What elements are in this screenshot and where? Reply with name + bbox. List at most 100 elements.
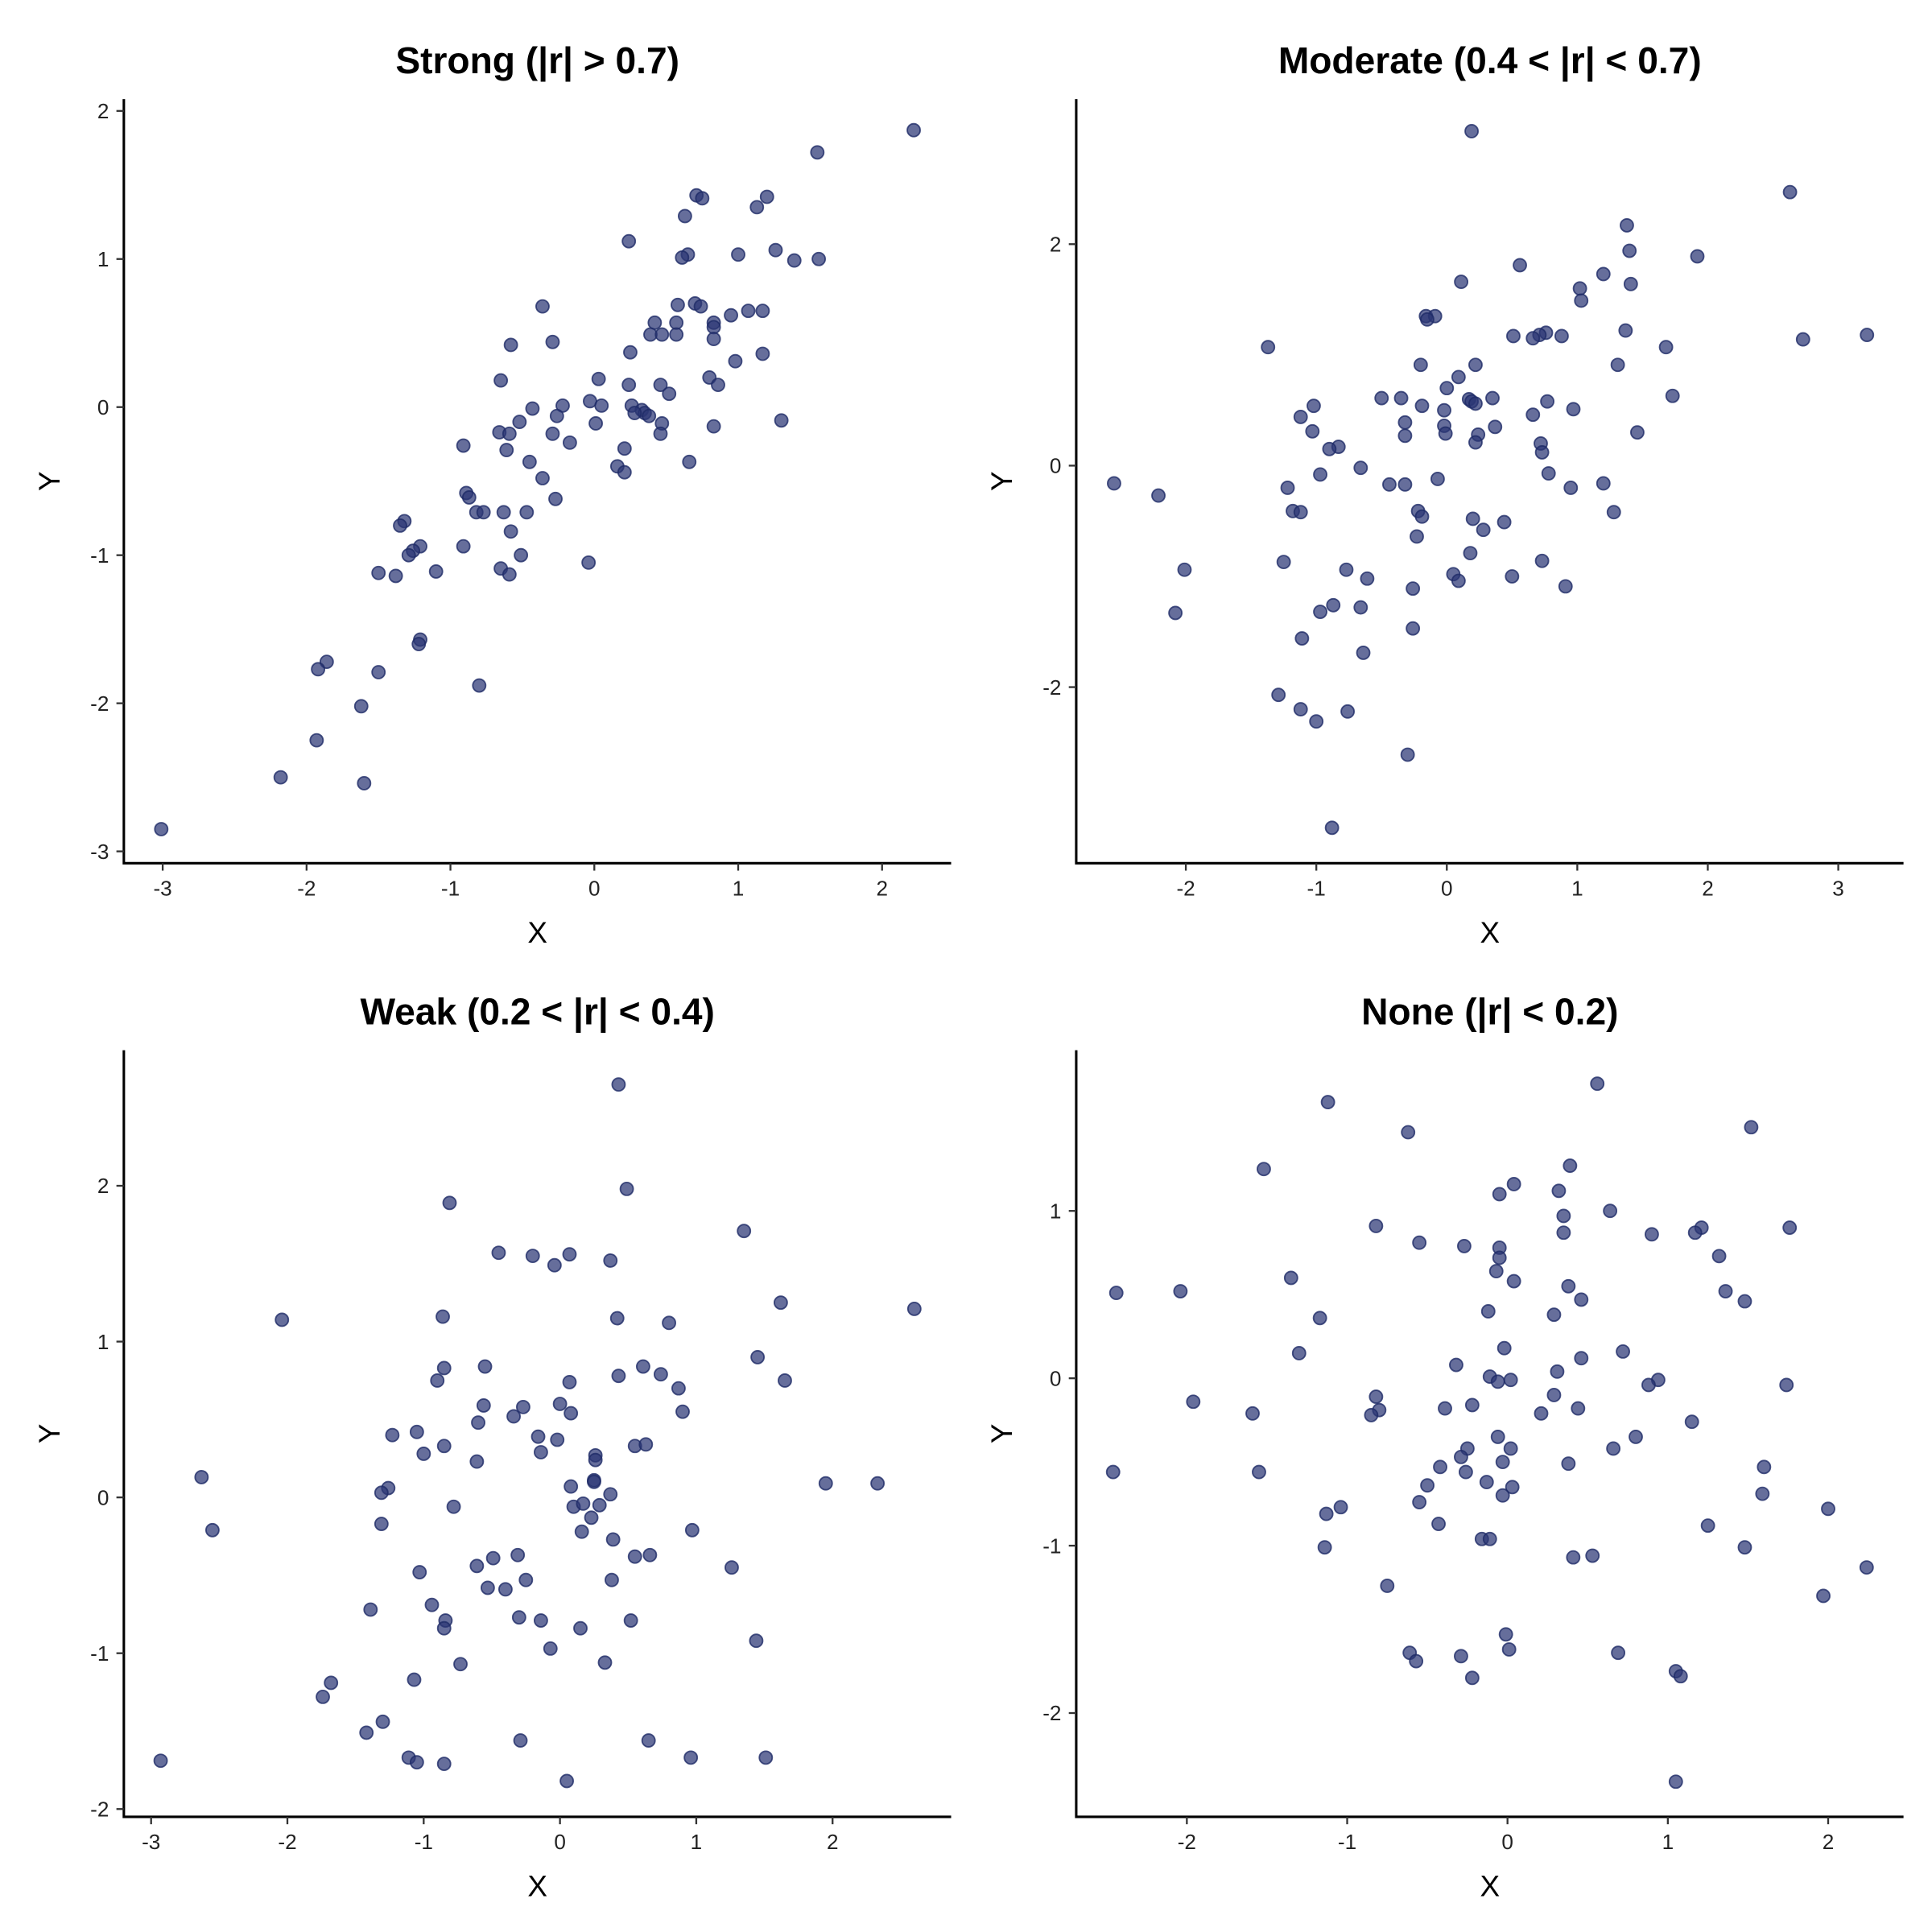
data-point [675,250,690,265]
data-point [543,1641,558,1656]
data-point [1245,1406,1260,1421]
y-tick-label: 0 [1050,1366,1062,1390]
data-point [1420,312,1435,327]
data-point [1293,702,1308,717]
data-point [1463,546,1478,561]
y-axis-label: Y [985,471,1018,491]
data-point [1401,1125,1416,1140]
data-point [749,200,765,215]
y-tick-label: -2 [90,691,109,716]
x-tick-label: -1 [441,876,460,900]
data-point [653,1367,668,1382]
data-point [653,426,668,441]
data-point [755,346,770,361]
data-point [1503,1441,1518,1456]
data-point [1409,1653,1424,1669]
data-point [503,337,518,353]
data-point [409,1755,424,1770]
data-point [1596,266,1611,282]
data-point [605,1572,619,1587]
data-point [534,1445,548,1459]
data-point [623,1613,638,1628]
data-point [662,386,677,402]
data-point [750,1350,766,1364]
data-point [1430,472,1445,486]
data-point [647,315,663,330]
x-tick-label: -1 [1307,876,1326,900]
data-point [545,334,560,349]
data-point [677,208,692,224]
data-point [706,332,721,347]
data-point [476,1398,491,1413]
y-tick-label: 2 [1050,233,1062,257]
x-tick-label: 1 [1662,1830,1674,1854]
data-point [154,822,169,836]
data-point [1261,340,1276,355]
data-point [559,1773,575,1789]
data-point [1737,1294,1752,1309]
data-point [1449,1357,1463,1373]
data-point [1400,747,1415,762]
data-point [436,1757,452,1772]
data-point [603,1487,618,1502]
data-point [1490,1430,1505,1444]
data-point [1610,357,1625,373]
x-tick-label: -1 [1338,1830,1356,1854]
data-point [1482,1531,1497,1546]
data-point [1438,426,1453,441]
data-point [401,547,416,563]
x-tick-label: 1 [1571,876,1583,900]
data-point [1293,505,1308,520]
data-point [359,1725,374,1740]
data-point [1431,1517,1446,1531]
data-point [194,1470,209,1484]
data-point [1574,293,1589,308]
data-point [1468,396,1483,411]
data-point [1782,1220,1798,1235]
data-point [1438,1401,1452,1416]
data-point [588,416,604,431]
data-point [576,1496,591,1511]
data-point [706,419,721,434]
data-point [1566,1550,1581,1565]
data-point [1496,1340,1512,1356]
data-point [476,505,491,520]
x-tick-label: -3 [153,876,171,900]
data-point [1317,1540,1332,1555]
data-point [1546,1388,1562,1402]
data-point [1556,1208,1571,1224]
data-point [1551,1183,1567,1199]
data-point [906,1301,922,1316]
data-point [1464,1670,1480,1686]
x-tick-label: 1 [691,1830,703,1854]
data-point [741,303,756,319]
data-point [682,454,697,469]
data-point [1485,390,1500,406]
data-point [1618,323,1633,338]
data-point [619,1181,634,1196]
data-point [1585,1548,1600,1563]
y-tick-label: 2 [97,1174,109,1198]
data-point [1556,1225,1571,1241]
data-point [353,699,369,714]
data-point [1755,1486,1770,1501]
y-tick-label: 0 [1050,454,1062,478]
scatter-panel-2: Moderate (0.4 < |r| < 0.7) -2 -1 0 1 2 3 -2 0 2 X Y [985,39,1904,949]
data-point [525,1249,540,1264]
data-point [1492,1250,1507,1265]
data-point [1673,1669,1688,1684]
data-point [469,1558,485,1574]
data-point [1561,1278,1576,1294]
data-point [1320,1095,1335,1109]
data-point [1503,1373,1518,1388]
y-tick-label: 2 [97,99,109,123]
y-tick-label: 1 [97,247,109,271]
data-point [641,1733,656,1748]
data-point [1380,1579,1395,1593]
y-tick-label: -1 [90,1641,109,1666]
data-point [411,637,427,651]
axis-lines [1075,99,1904,865]
data-point [1506,1274,1521,1289]
data-point [453,1657,468,1672]
data-point [548,491,563,506]
